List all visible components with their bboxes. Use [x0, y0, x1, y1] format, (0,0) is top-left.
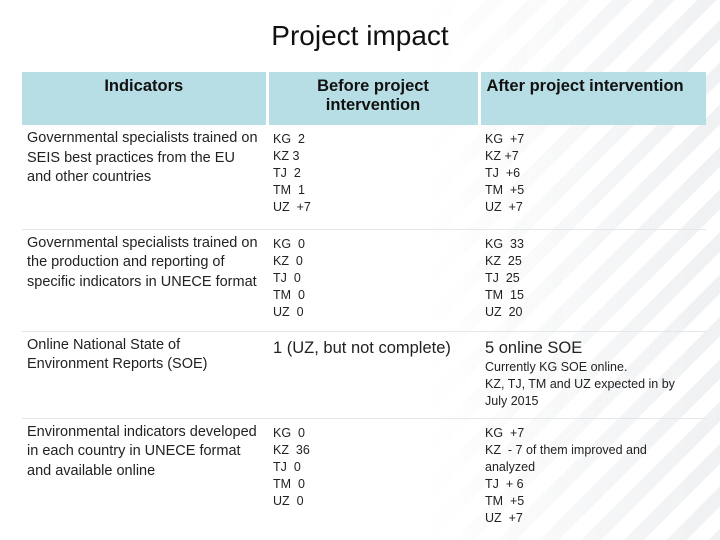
after-value: July 2015	[485, 393, 539, 408]
after-cell: 5 online SOE Currently KG SOE online. KZ…	[479, 330, 706, 418]
after-value: KG +7	[485, 425, 525, 440]
before-cell: KG 0 KZ 0 TJ 0 TM 0 UZ 0	[267, 228, 479, 331]
before-value: UZ 0	[273, 493, 304, 508]
after-value: KG 33	[485, 236, 524, 251]
after-value: TM +5	[485, 183, 525, 197]
indicator-cell: Governmental specialists trained on SEIS…	[27, 130, 258, 185]
before-value: UZ +7	[273, 200, 311, 214]
page-title: Project impact	[271, 20, 449, 51]
after-summary: 5 online SOE	[485, 338, 583, 357]
header-before: Before project intervention	[265, 72, 479, 125]
before-value: KG 0	[273, 425, 305, 440]
before-cell: KG 0 KZ 36 TJ 0 TM 0 UZ 0	[267, 417, 479, 536]
before-value: TM 0	[273, 287, 305, 302]
after-value: UZ +7	[485, 510, 523, 525]
after-value: KZ +7	[485, 149, 519, 163]
before-value: TJ 2	[273, 166, 301, 180]
after-value: TJ 25	[485, 270, 520, 285]
after-value: KZ 25	[485, 253, 522, 268]
before-value: KG 0	[273, 236, 305, 251]
before-value: KG 2	[273, 132, 305, 146]
header-after: After project intervention	[477, 72, 706, 125]
after-value: analyzed	[485, 459, 536, 474]
indicator-cell: Online National State of Environment Rep…	[22, 330, 267, 418]
impact-table: Indicators Before project intervention A…	[22, 72, 706, 536]
indicator-cell: Governmental specialists trained on the …	[22, 228, 267, 331]
after-value: KZ - 7 of them improved and	[485, 442, 647, 457]
before-value: KZ 0	[273, 253, 303, 268]
after-value: TJ +6	[485, 166, 521, 180]
table-header-row: Indicators Before project intervention A…	[22, 72, 706, 125]
after-cell: KG 33 KZ 25 TJ 25 TM 15 UZ 20	[479, 228, 706, 331]
table-row: Governmental specialists trained on SEIS…	[22, 125, 706, 229]
before-value: TM 0	[273, 476, 305, 491]
before-cell: KG 2 KZ 3 TJ 2 TM 1 UZ +7	[267, 125, 479, 229]
table-row: Online National State of Environment Rep…	[22, 330, 706, 418]
after-value: KZ, TJ, TM and UZ expected in by	[485, 376, 675, 391]
before-summary: 1 (UZ, but not complete)	[273, 338, 451, 357]
after-value: TM +5	[485, 493, 525, 508]
indicator-cell: Environmental indicators developed in ea…	[22, 417, 267, 536]
after-cell: KG +7 KZ +7 TJ +6 TM +5 UZ +7	[479, 125, 706, 229]
before-cell: 1 (UZ, but not complete)	[267, 330, 479, 418]
before-value: TJ 0	[273, 270, 301, 285]
after-value: UZ +7	[485, 200, 523, 214]
after-cell: KG +7 KZ - 7 of them improved and analyz…	[479, 417, 706, 536]
before-value: TM 1	[273, 183, 305, 197]
after-value: TM 15	[485, 287, 524, 302]
table-row: Environmental indicators developed in ea…	[22, 417, 706, 536]
after-value: TJ + 6	[485, 476, 524, 491]
before-value: KZ 36	[273, 442, 310, 457]
after-value: UZ 20	[485, 304, 523, 319]
after-value: Currently KG SOE online.	[485, 359, 628, 374]
before-value: UZ 0	[273, 304, 304, 319]
before-value: TJ 0	[273, 459, 301, 474]
table-row: Governmental specialists trained on the …	[22, 228, 706, 331]
header-indicators: Indicators	[22, 72, 267, 125]
before-value: KZ 3	[273, 149, 300, 163]
after-value: KG +7	[485, 132, 525, 146]
